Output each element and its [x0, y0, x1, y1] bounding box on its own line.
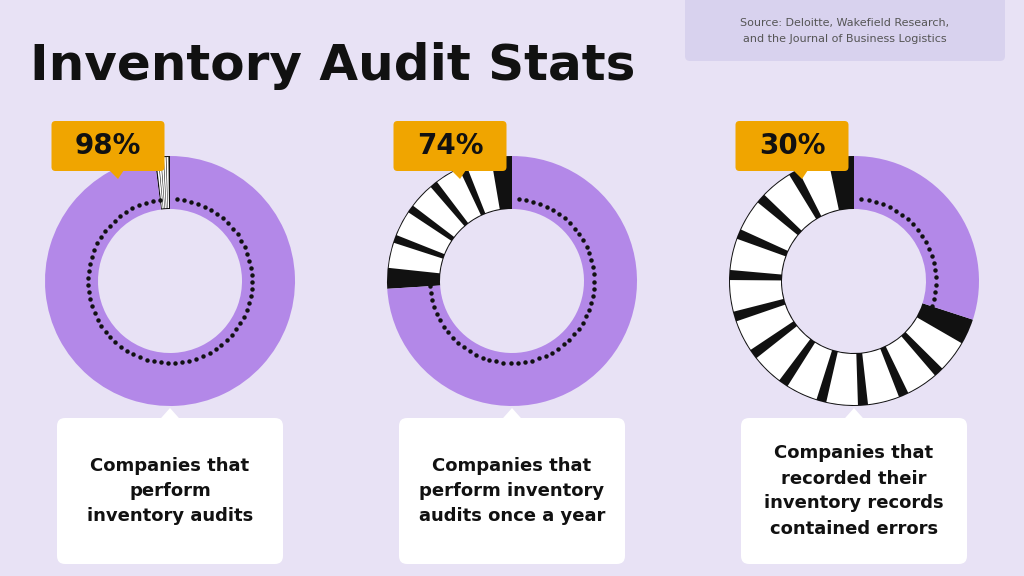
- Wedge shape: [730, 280, 783, 312]
- FancyBboxPatch shape: [51, 121, 165, 171]
- Wedge shape: [906, 317, 962, 368]
- Text: Source: Deloitte, Wakefield Research,: Source: Deloitte, Wakefield Research,: [740, 18, 949, 28]
- Polygon shape: [790, 167, 810, 179]
- Wedge shape: [787, 343, 831, 399]
- Wedge shape: [765, 175, 816, 230]
- Text: Companies that
recorded their
inventory records
contained errors: Companies that recorded their inventory …: [764, 445, 944, 537]
- Wedge shape: [167, 157, 169, 208]
- Wedge shape: [730, 239, 785, 275]
- Wedge shape: [736, 305, 794, 350]
- FancyBboxPatch shape: [735, 121, 849, 171]
- Text: Companies that
perform
inventory audits: Companies that perform inventory audits: [87, 457, 253, 525]
- Wedge shape: [467, 159, 500, 213]
- Text: 98%: 98%: [75, 132, 141, 160]
- FancyBboxPatch shape: [57, 418, 283, 564]
- Text: Inventory Audit Stats: Inventory Audit Stats: [30, 42, 635, 90]
- Polygon shape: [106, 167, 126, 179]
- Text: Companies that
perform inventory
audits once a year: Companies that perform inventory audits …: [419, 457, 605, 525]
- FancyBboxPatch shape: [399, 418, 625, 564]
- Wedge shape: [164, 157, 168, 208]
- Wedge shape: [45, 156, 295, 406]
- Polygon shape: [154, 408, 186, 426]
- Wedge shape: [396, 213, 452, 254]
- Wedge shape: [729, 156, 973, 406]
- FancyBboxPatch shape: [741, 418, 967, 564]
- Wedge shape: [741, 203, 798, 251]
- Wedge shape: [854, 156, 979, 320]
- Wedge shape: [757, 326, 810, 380]
- Wedge shape: [387, 156, 637, 406]
- Wedge shape: [798, 160, 839, 216]
- Polygon shape: [496, 408, 528, 426]
- Wedge shape: [159, 157, 165, 209]
- Wedge shape: [389, 243, 442, 273]
- Text: and the Journal of Business Logistics: and the Journal of Business Logistics: [743, 34, 947, 44]
- Wedge shape: [414, 187, 464, 237]
- Wedge shape: [155, 156, 170, 210]
- FancyBboxPatch shape: [393, 121, 507, 171]
- Wedge shape: [826, 352, 858, 405]
- Text: 30%: 30%: [759, 132, 825, 160]
- Wedge shape: [437, 169, 481, 223]
- Wedge shape: [156, 158, 163, 209]
- Wedge shape: [161, 157, 166, 208]
- FancyBboxPatch shape: [685, 0, 1005, 61]
- Wedge shape: [886, 336, 935, 393]
- Polygon shape: [838, 408, 870, 426]
- Wedge shape: [862, 349, 899, 404]
- Text: 74%: 74%: [417, 132, 483, 160]
- Wedge shape: [387, 156, 512, 289]
- Polygon shape: [449, 167, 468, 179]
